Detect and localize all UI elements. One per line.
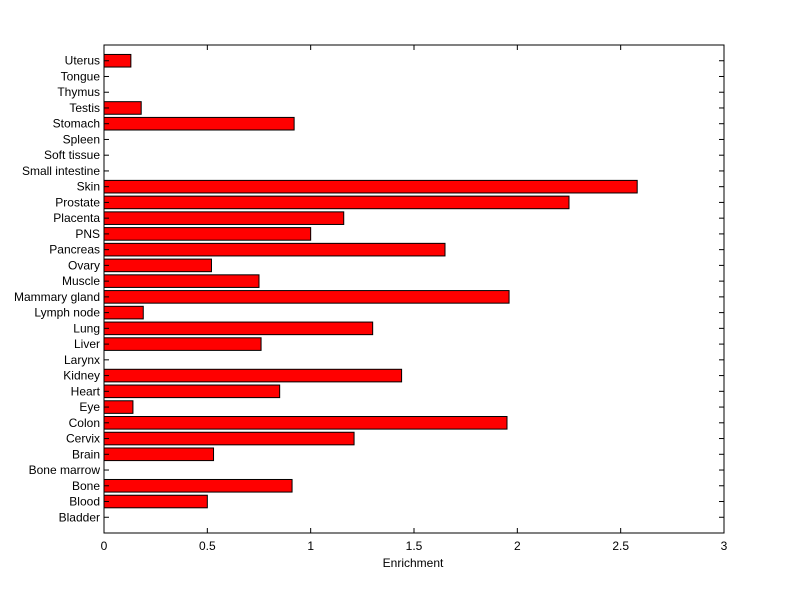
y-tick-label: Tongue: [61, 69, 101, 83]
y-tick-label: Thymus: [57, 85, 100, 99]
y-tick-label: Testis: [69, 101, 100, 115]
y-tick-label: Bladder: [59, 510, 100, 524]
y-tick-label: Skin: [77, 180, 100, 194]
bar-muscle: [103, 274, 260, 288]
y-tick-label: Brain: [72, 447, 100, 461]
y-tick-label: Heart: [71, 384, 101, 398]
y-tick-label: Muscle: [62, 274, 100, 288]
y-tick-label: Lung: [73, 321, 100, 335]
y-tick-label: Colon: [69, 416, 100, 430]
bar-stomach: [103, 116, 295, 131]
x-tick-label: 0: [101, 539, 108, 553]
y-tick-label: PNS: [75, 227, 100, 241]
bar-skin: [103, 179, 638, 194]
y-tick-label: Stomach: [53, 117, 100, 131]
y-tick-label: Mammary gland: [14, 290, 100, 304]
y-tick-label: Small intestine: [22, 164, 100, 178]
bar-testis: [103, 101, 142, 115]
y-tick-label: Pancreas: [49, 243, 100, 257]
plot-frame: [103, 44, 725, 534]
bar-cervix: [103, 431, 355, 446]
bar-pns: [103, 227, 312, 241]
bar-heart: [103, 384, 281, 399]
y-tick-label: Ovary: [68, 258, 100, 272]
y-tick-label: Soft tissue: [44, 148, 100, 162]
y-tick-label: Cervix: [66, 432, 100, 446]
bar-mammary-gland: [103, 290, 510, 304]
y-tick-label: Eye: [79, 400, 100, 414]
bar-lung: [103, 321, 374, 336]
bar-blood: [103, 494, 208, 509]
y-tick-label: Lymph node: [34, 306, 100, 320]
bar-placenta: [103, 211, 345, 225]
bar-prostate: [103, 195, 570, 210]
bar-bone: [103, 478, 293, 493]
bar-ovary: [103, 258, 212, 273]
y-tick-label: Kidney: [63, 369, 100, 383]
bar-colon: [103, 416, 508, 430]
y-tick-label: Larynx: [64, 353, 100, 367]
x-tick-label: 2: [514, 539, 521, 553]
x-tick-label: 1: [307, 539, 314, 553]
y-tick-label: Spleen: [63, 132, 100, 146]
x-axis-label: Enrichment: [383, 556, 444, 570]
bar-kidney: [103, 368, 403, 383]
y-tick-label: Placenta: [53, 211, 100, 225]
bar-brain: [103, 447, 215, 462]
x-tick-label: 2.5: [612, 539, 629, 553]
bar-liver: [103, 337, 262, 351]
x-tick-label: 1.5: [406, 539, 423, 553]
bar-pancreas: [103, 242, 446, 257]
y-tick-label: Liver: [74, 337, 100, 351]
bar-lymph-node: [103, 305, 144, 320]
y-tick-label: Blood: [69, 495, 100, 509]
y-tick-label: Prostate: [55, 195, 100, 209]
y-tick-label: Uterus: [65, 54, 100, 68]
x-tick-label: 0.5: [199, 539, 216, 553]
y-tick-label: Bone marrow: [29, 463, 101, 477]
x-tick-label: 3: [721, 539, 728, 553]
y-tick-label: Bone: [72, 479, 100, 493]
